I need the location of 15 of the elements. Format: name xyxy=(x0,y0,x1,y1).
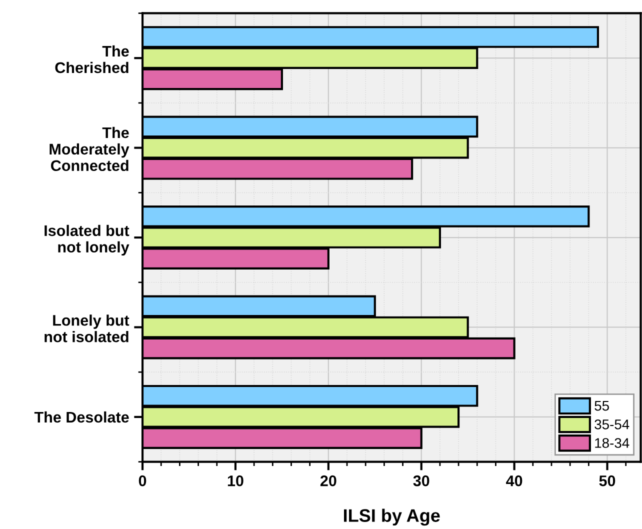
y-tick-label: The Cherished xyxy=(55,45,129,74)
legend-label: 35-54 xyxy=(594,419,630,430)
x-tick-label: 30 xyxy=(413,475,430,486)
x-tick-label: 50 xyxy=(599,475,616,486)
x-tick-label: 0 xyxy=(138,475,146,486)
legend-label: 18-34 xyxy=(595,438,630,448)
y-tick-label: The Moderately Connected xyxy=(50,126,130,172)
x-axis-title: ILSI by Age xyxy=(344,508,440,526)
x-tick-label: 40 xyxy=(506,475,522,486)
x-tick-label: 10 xyxy=(228,475,244,486)
y-tick-label: Isolated but not lonely xyxy=(44,224,130,256)
y-tick-label: The Desolate xyxy=(34,411,129,423)
legend-label: 55 xyxy=(594,401,609,411)
y-tick-label: Lonely but not isolated xyxy=(44,314,130,342)
x-tick-label: 20 xyxy=(320,475,336,486)
